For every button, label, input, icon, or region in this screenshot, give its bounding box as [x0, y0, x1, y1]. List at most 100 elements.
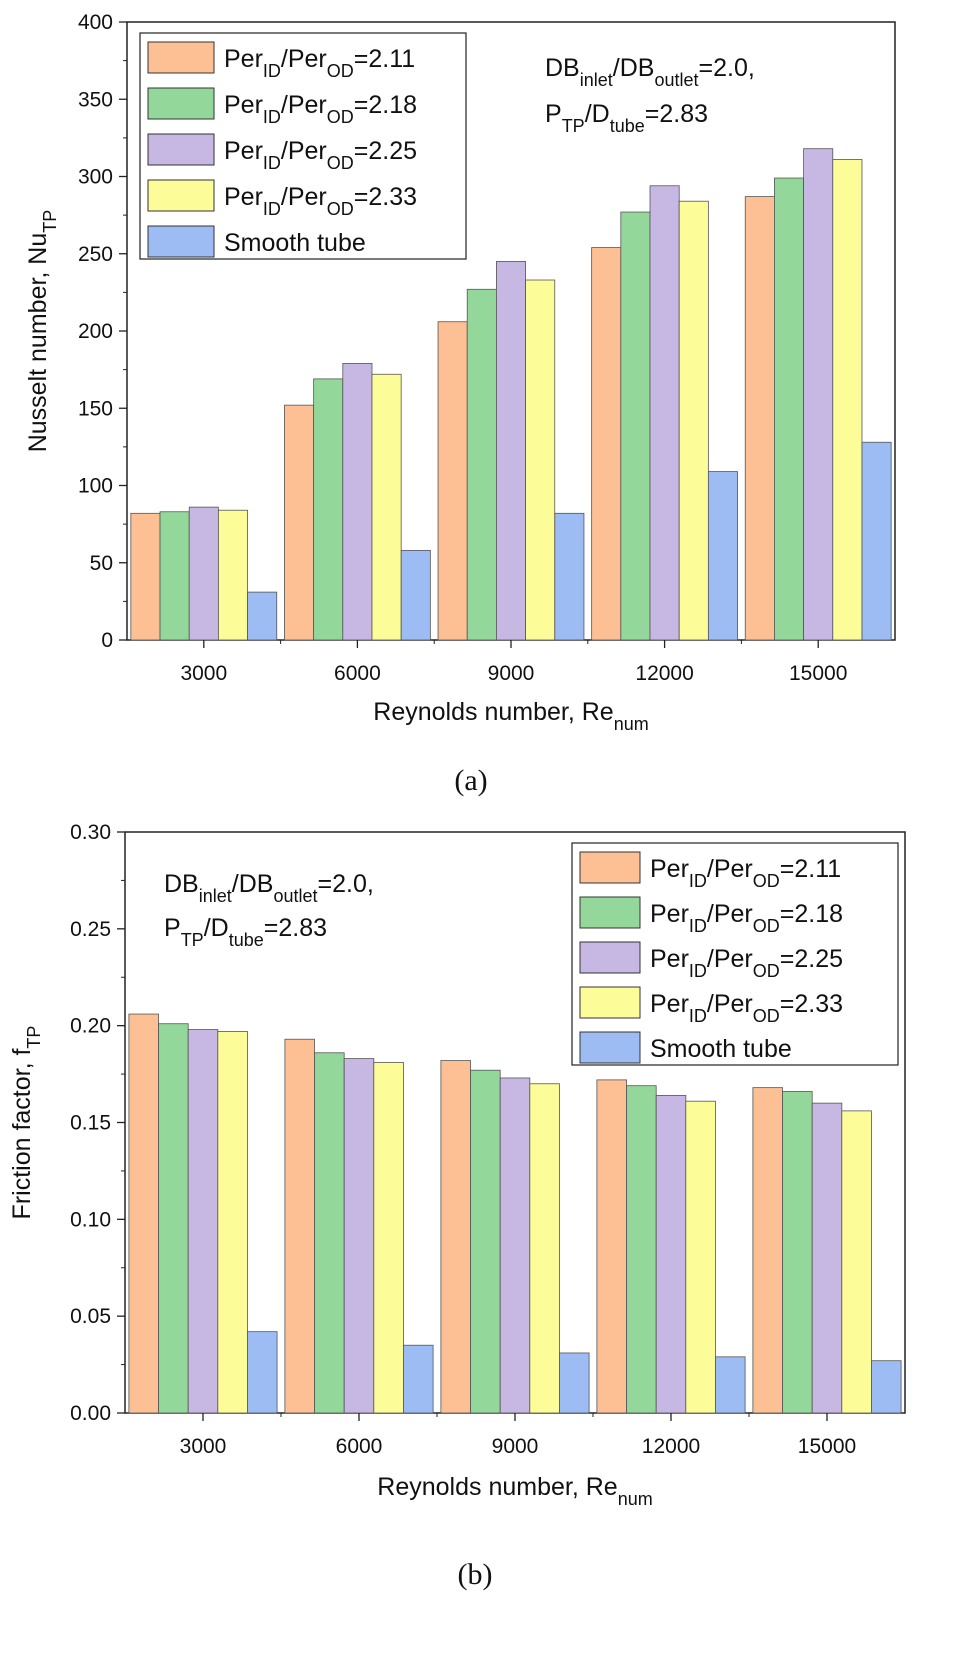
- bar: [284, 404, 315, 641]
- bar: [158, 1023, 189, 1414]
- text-run: /Per: [707, 855, 753, 883]
- bar: [841, 1110, 872, 1414]
- text-run: =2.33: [354, 183, 417, 211]
- text-run: =2.25: [354, 137, 417, 165]
- subscript-text: TP: [24, 1026, 44, 1049]
- legend-swatch: [147, 87, 215, 120]
- annotation-line2: PTP/Dtube=2.83: [164, 914, 327, 950]
- chart-panel-a: 0 50 100 150 200 250 300 350 400 3000 6000 9000 1200…: [24, 11, 896, 797]
- legend-swatch: [147, 133, 215, 166]
- bar: [371, 373, 402, 641]
- text-run: =2.11: [780, 855, 841, 883]
- bar: [247, 591, 278, 641]
- text-run: =2.18: [354, 91, 417, 119]
- bar: [187, 1029, 219, 1414]
- subscript-text: TP: [562, 116, 585, 136]
- bar: [373, 1062, 404, 1414]
- x-tick-label: 6000: [336, 1435, 383, 1458]
- subscript-text: outlet: [273, 886, 317, 906]
- bar: [499, 1077, 531, 1414]
- text-run: Smooth tube: [650, 1035, 792, 1063]
- text-run: Per: [224, 183, 263, 211]
- text-run: P: [545, 100, 562, 128]
- y-axis-label: Friction factor, fTP: [8, 1026, 44, 1220]
- bar: [685, 1100, 716, 1414]
- legend-swatch: [579, 941, 641, 974]
- x-tick-label: 9000: [492, 1435, 539, 1458]
- legend-swatch: [147, 225, 215, 258]
- bar: [591, 247, 622, 641]
- annotation-line2: PTP/Dtube=2.83: [545, 100, 708, 136]
- legend-swatch: [147, 41, 215, 74]
- bar: [130, 512, 161, 641]
- bar: [559, 1352, 590, 1414]
- bar: [811, 1102, 843, 1414]
- legend-entry: Smooth tube: [650, 1035, 792, 1063]
- subscript-text: OD: [327, 107, 354, 127]
- bar: [861, 441, 892, 641]
- subscript-text: OD: [753, 961, 780, 981]
- bar: [774, 177, 804, 641]
- legend: PerID/PerOD=2.11PerID/PerOD=2.18PerID/Pe…: [139, 32, 467, 260]
- legend-swatch: [147, 179, 215, 212]
- text-run: Per: [650, 990, 689, 1018]
- y-tick-label: 250: [78, 243, 113, 266]
- bar: [707, 471, 738, 641]
- y-tick-label: 100: [78, 475, 113, 498]
- bar: [128, 1013, 159, 1414]
- y-tick-label: 200: [78, 320, 113, 343]
- legend-swatch: [579, 851, 641, 884]
- text-run: Smooth tube: [224, 229, 366, 257]
- x-tick-label: 15000: [789, 662, 847, 685]
- bar: [470, 1069, 501, 1414]
- x-tick-label: 9000: [488, 662, 535, 685]
- bar: [655, 1094, 687, 1414]
- y-tick-label: 0.05: [70, 1305, 111, 1328]
- subscript-text: OD: [753, 1006, 780, 1026]
- subscript-text: inlet: [580, 70, 613, 90]
- bar: [752, 1087, 783, 1414]
- y-tick-label: 50: [90, 552, 113, 575]
- text-run: Per: [224, 45, 263, 73]
- bar: [596, 1079, 627, 1414]
- text-run: =2.33: [780, 990, 843, 1018]
- y-tick-label: 0.20: [70, 1015, 111, 1038]
- subscript-text: ID: [263, 153, 281, 173]
- text-run: =2.83: [264, 914, 327, 942]
- y-tick-label: 0.00: [70, 1402, 111, 1425]
- bar: [343, 1058, 375, 1414]
- subscript-text: ID: [689, 871, 707, 891]
- text-run: /DB: [613, 54, 655, 82]
- bar: [554, 512, 585, 641]
- subscript-text: inlet: [199, 886, 232, 906]
- bar: [440, 1060, 471, 1414]
- subscript-text: ID: [263, 107, 281, 127]
- x-axis-label: Reynolds number, Renum: [377, 1473, 652, 1509]
- x-tick-label: 3000: [180, 662, 227, 685]
- legend-swatch: [579, 1031, 641, 1064]
- bar: [247, 1331, 278, 1414]
- legend-entry: PerID/PerOD=2.18: [650, 900, 843, 936]
- subscript-text: ID: [263, 199, 281, 219]
- legend: PerID/PerOD=2.11PerID/PerOD=2.18PerID/Pe…: [571, 842, 899, 1066]
- legend-entry: PerID/PerOD=2.18: [224, 91, 417, 127]
- subscript-text: num: [614, 714, 649, 734]
- y-tick-label: 0: [101, 629, 113, 652]
- legend-entry: PerID/PerOD=2.11: [224, 45, 415, 81]
- text-run: DB: [164, 870, 199, 898]
- subscript-text: OD: [327, 199, 354, 219]
- text-run: =2.83: [645, 100, 708, 128]
- text-run: =2.25: [780, 945, 843, 973]
- text-run: Per: [650, 945, 689, 973]
- bar: [400, 549, 431, 641]
- annotation-line1: DBinlet/DBoutlet=2.0,: [164, 870, 374, 906]
- text-run: Per: [224, 137, 263, 165]
- annotation-line1: DBinlet/DBoutlet=2.0,: [545, 54, 755, 90]
- subscript-text: OD: [753, 871, 780, 891]
- text-run: /Per: [281, 137, 327, 165]
- bar: [159, 511, 190, 641]
- bar: [803, 148, 834, 641]
- bar: [342, 363, 373, 641]
- bar: [678, 200, 709, 641]
- bar: [620, 211, 651, 641]
